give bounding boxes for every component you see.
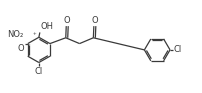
Text: O: O [92,16,98,25]
Text: ⁺: ⁺ [33,33,36,39]
Text: Cl: Cl [35,67,43,76]
Text: O: O [17,44,24,53]
Text: OH: OH [41,23,54,31]
Text: O: O [64,16,70,25]
Text: NO₂: NO₂ [7,30,24,39]
Text: ⁻: ⁻ [27,44,31,50]
Text: Cl: Cl [174,45,182,54]
